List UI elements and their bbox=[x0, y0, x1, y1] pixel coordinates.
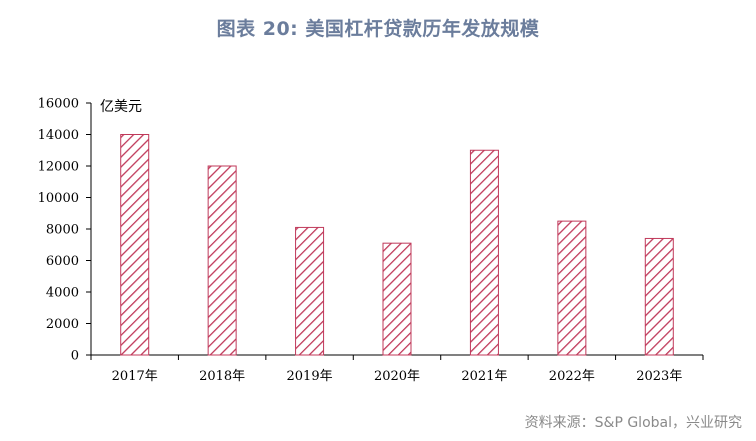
chart-title: 图表 20: 美国杠杆贷款历年发放规模 bbox=[216, 18, 540, 40]
bar bbox=[382, 242, 412, 356]
y-tick-label: 16000 bbox=[38, 97, 79, 112]
bar bbox=[557, 220, 587, 356]
y-unit-label: 亿美元 bbox=[100, 99, 142, 115]
x-tick-label: 2017年 bbox=[112, 369, 158, 384]
x-axis: 2017年 2018年 2019年 2020年 2021年 2022年 2023年 bbox=[90, 354, 704, 384]
y-tick-label: 4000 bbox=[46, 286, 79, 301]
bar bbox=[469, 149, 499, 356]
y-tick-label: 10000 bbox=[38, 191, 79, 206]
x-tick-label: 2021年 bbox=[461, 369, 507, 384]
bar bbox=[295, 226, 325, 356]
y-tick-label: 14000 bbox=[38, 128, 79, 143]
x-tick-label: 2023年 bbox=[636, 369, 682, 384]
y-tick-label: 12000 bbox=[38, 160, 79, 175]
source-note: 资料来源：S&P Global，兴业研究 bbox=[524, 415, 742, 431]
bars bbox=[120, 134, 674, 356]
bar bbox=[644, 237, 674, 356]
y-axis: 0 2000 4000 6000 8000 10000 12000 14000 16000 bbox=[38, 97, 92, 364]
y-tick-label: 2000 bbox=[46, 317, 79, 332]
x-tick-label: 2022年 bbox=[549, 369, 595, 384]
x-tick-label: 2020年 bbox=[374, 369, 420, 384]
x-tick-label: 2018年 bbox=[199, 369, 245, 384]
bar bbox=[207, 165, 237, 356]
y-tick-label: 8000 bbox=[46, 223, 79, 238]
y-tick-label: 0 bbox=[71, 349, 79, 364]
x-tick-label: 2019年 bbox=[287, 369, 333, 384]
bar bbox=[120, 134, 150, 356]
y-tick-label: 6000 bbox=[46, 254, 79, 269]
